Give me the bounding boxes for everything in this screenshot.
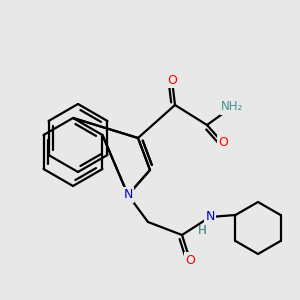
Text: NH₂: NH₂ bbox=[221, 100, 243, 113]
Text: N: N bbox=[205, 211, 215, 224]
Text: H: H bbox=[198, 224, 206, 236]
Text: N: N bbox=[205, 211, 215, 224]
Text: N: N bbox=[205, 211, 215, 224]
Text: N: N bbox=[123, 188, 133, 202]
Text: O: O bbox=[218, 136, 228, 149]
Text: O: O bbox=[167, 74, 177, 86]
Text: H: H bbox=[198, 224, 206, 236]
Text: O: O bbox=[185, 254, 195, 266]
Text: N: N bbox=[123, 188, 133, 202]
Text: NH₂: NH₂ bbox=[221, 100, 243, 113]
Text: O: O bbox=[185, 254, 195, 266]
Text: O: O bbox=[167, 74, 177, 86]
Text: O: O bbox=[218, 136, 228, 149]
